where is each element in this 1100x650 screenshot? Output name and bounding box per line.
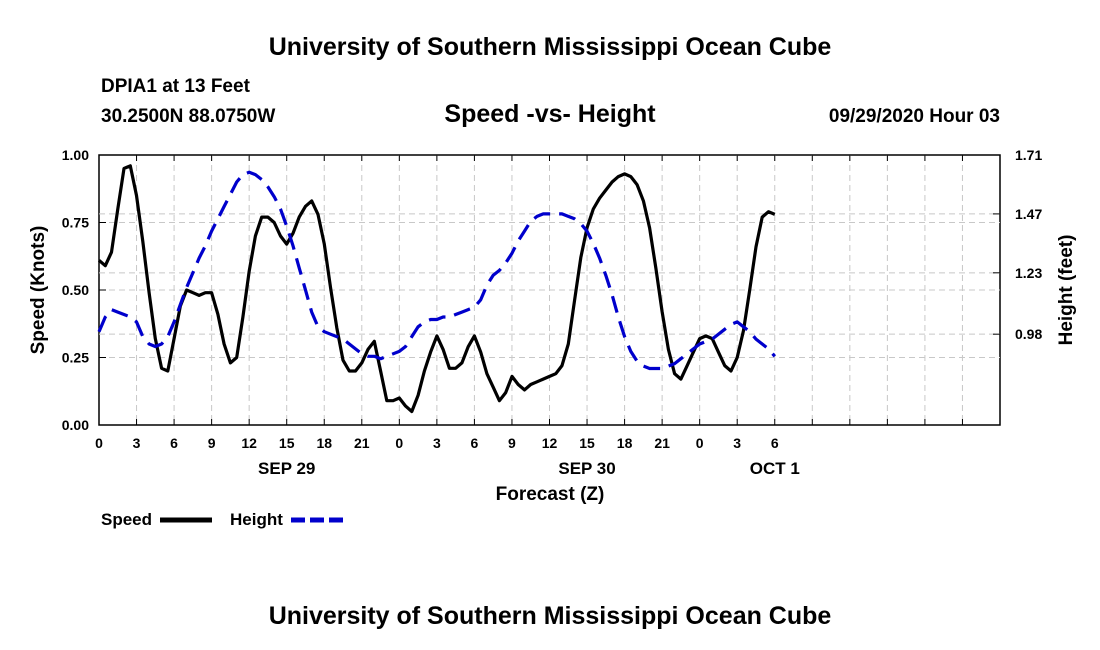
y-axis-label-left: Speed (Knots) xyxy=(28,226,49,355)
y-left-tick-labels: 0.00 0.25 0.50 0.75 1.00 xyxy=(62,147,89,433)
x-tick-label: 18 xyxy=(316,435,332,451)
x-tick-label: 12 xyxy=(542,435,558,451)
station-label: DPIA1 at 13 Feet xyxy=(101,76,250,97)
date-labels: SEP 29 SEP 30 OCT 1 xyxy=(258,459,800,478)
y-left-tick-label: 0.75 xyxy=(62,215,89,231)
y-right-tick-label: 1.23 xyxy=(1015,265,1042,281)
x-tick-label: 6 xyxy=(771,435,779,451)
y-left-tick-label: 1.00 xyxy=(62,147,89,163)
x-axis-label: Forecast (Z) xyxy=(496,484,605,505)
y-right-tick-labels: 0.98 1.23 1.47 1.71 xyxy=(1015,147,1042,342)
x-tick-label: 9 xyxy=(208,435,216,451)
x-tick-label: 12 xyxy=(241,435,257,451)
x-tick-label: 9 xyxy=(508,435,516,451)
x-tick-labels: 0 3 6 9 12 15 18 21 0 3 6 9 12 15 18 21 0 3 6 xyxy=(95,435,779,451)
y-axis-label-right: Height (feet) xyxy=(1056,235,1077,346)
date-label: SEP 30 xyxy=(558,459,615,478)
y-left-tick-label: 0.50 xyxy=(62,282,89,298)
x-tick-label: 0 xyxy=(395,435,403,451)
speed-series-line xyxy=(97,164,776,414)
x-tick-label: 6 xyxy=(471,435,479,451)
y-right-tick-label: 1.71 xyxy=(1015,147,1042,163)
x-tick-label: 15 xyxy=(579,435,595,451)
coordinates-label: 30.2500N 88.0750W xyxy=(101,106,276,127)
banner-bottom: University of Southern Mississippi Ocean… xyxy=(268,602,832,630)
x-tick-label: 18 xyxy=(617,435,633,451)
y-right-tick-label: 1.47 xyxy=(1015,206,1042,222)
banner-top: University of Southern Mississippi Ocean… xyxy=(268,33,832,61)
legend-speed-label: Speed xyxy=(101,510,152,529)
date-label: SEP 29 xyxy=(258,459,315,478)
x-tick-label: 3 xyxy=(733,435,741,451)
x-tick-label: 0 xyxy=(95,435,103,451)
legend-height-label: Height xyxy=(230,510,283,529)
x-tick-label: 3 xyxy=(433,435,441,451)
y-left-tick-label: 0.00 xyxy=(62,417,89,433)
x-tick-label: 6 xyxy=(170,435,178,451)
legend: Speed Height xyxy=(101,510,343,529)
x-tick-label: 3 xyxy=(133,435,141,451)
axis-ticks xyxy=(98,154,1001,426)
x-tick-label: 21 xyxy=(654,435,670,451)
chart-grid xyxy=(99,155,1000,425)
x-tick-label: 0 xyxy=(696,435,704,451)
y-left-tick-label: 0.25 xyxy=(62,350,89,366)
chart-title: Speed -vs- Height xyxy=(444,100,656,128)
date-label: OCT 1 xyxy=(750,459,800,478)
y-right-tick-label: 0.98 xyxy=(1015,326,1042,342)
datetime-label: 09/29/2020 Hour 03 xyxy=(828,106,1000,127)
height-series-line xyxy=(97,170,777,371)
x-tick-label: 15 xyxy=(279,435,295,451)
x-tick-label: 21 xyxy=(354,435,370,451)
